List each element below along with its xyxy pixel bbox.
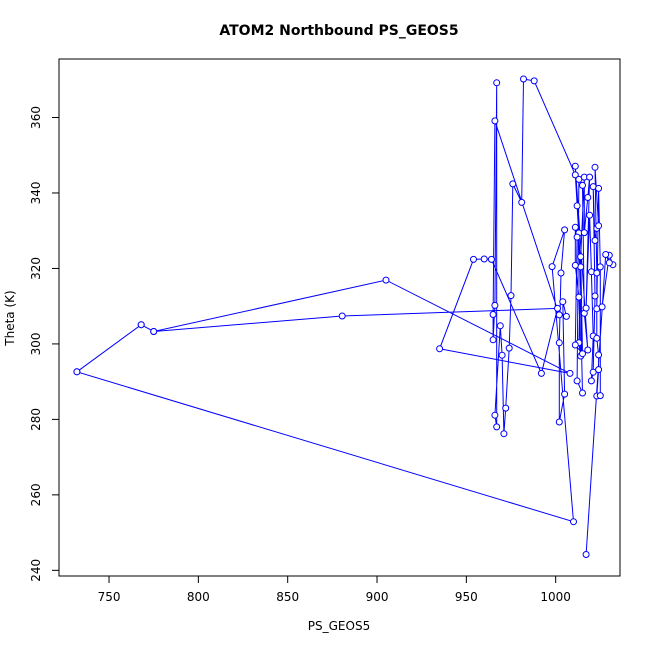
data-point bbox=[595, 184, 603, 192]
data-point bbox=[593, 334, 601, 342]
data-point bbox=[586, 173, 594, 181]
data-point bbox=[537, 369, 545, 377]
data-point bbox=[561, 226, 569, 234]
data-point bbox=[502, 404, 510, 412]
data-point bbox=[520, 75, 527, 83]
x-axis-label: PS_GEOS5 bbox=[308, 619, 370, 633]
data-point bbox=[595, 366, 603, 374]
y-tick-label: 320 bbox=[29, 257, 43, 280]
data-point bbox=[605, 259, 613, 267]
x-tick-label: 900 bbox=[366, 590, 389, 604]
data-point bbox=[591, 292, 599, 300]
x-tick-label: 750 bbox=[98, 590, 121, 604]
data-point bbox=[500, 430, 508, 438]
data-point bbox=[518, 198, 526, 206]
data-point bbox=[573, 202, 581, 210]
data-point bbox=[555, 339, 563, 347]
data-point bbox=[489, 336, 497, 344]
data-point bbox=[559, 298, 567, 306]
data-point bbox=[487, 255, 495, 263]
data-point bbox=[571, 341, 579, 349]
data-point bbox=[595, 222, 603, 230]
data-point bbox=[571, 171, 579, 179]
data-point bbox=[338, 312, 346, 320]
data-point bbox=[587, 377, 595, 385]
data-point bbox=[382, 276, 390, 284]
data-point bbox=[73, 368, 81, 376]
data-point bbox=[566, 369, 574, 377]
data-point bbox=[509, 180, 517, 188]
data-point bbox=[570, 518, 577, 526]
data-point bbox=[598, 303, 606, 311]
data-point bbox=[591, 163, 599, 171]
data-point bbox=[575, 293, 583, 301]
data-point bbox=[150, 328, 158, 335]
data-point bbox=[596, 263, 604, 271]
data-point bbox=[596, 392, 604, 400]
data-point bbox=[579, 389, 586, 397]
data-point bbox=[571, 162, 579, 170]
data-point bbox=[530, 77, 538, 85]
data-point bbox=[491, 301, 499, 309]
data-point bbox=[498, 351, 506, 359]
data-point bbox=[589, 368, 597, 376]
x-tick-label: 800 bbox=[187, 590, 210, 604]
data-point bbox=[571, 223, 579, 231]
x-tick-label: 850 bbox=[276, 590, 299, 604]
y-axis-label: Theta (K) bbox=[3, 290, 17, 346]
data-point bbox=[586, 211, 594, 219]
y-axis: 240 260 280 300 320 340 360 bbox=[29, 106, 60, 582]
y-tick-label: 240 bbox=[29, 559, 43, 582]
data-point bbox=[489, 311, 497, 318]
data-point bbox=[480, 255, 488, 263]
data-point bbox=[507, 292, 515, 300]
x-tick-label: 950 bbox=[455, 590, 478, 604]
y-tick-label: 360 bbox=[29, 106, 43, 129]
data-point bbox=[584, 194, 592, 201]
data-point bbox=[555, 311, 563, 319]
data-point bbox=[579, 350, 586, 358]
data-point bbox=[505, 344, 513, 352]
data-point bbox=[573, 377, 581, 385]
data-point bbox=[577, 253, 585, 261]
data-point bbox=[493, 79, 501, 87]
data-point bbox=[491, 411, 499, 419]
data-point bbox=[548, 263, 556, 271]
data-point bbox=[595, 351, 603, 359]
series-points-group bbox=[73, 75, 617, 558]
data-point bbox=[555, 418, 563, 426]
data-point bbox=[557, 269, 565, 277]
data-point bbox=[593, 269, 601, 277]
data-point bbox=[137, 321, 145, 329]
data-point bbox=[582, 304, 590, 312]
data-point bbox=[491, 117, 499, 125]
data-point bbox=[436, 345, 444, 353]
y-tick-label: 340 bbox=[29, 182, 43, 205]
data-point bbox=[493, 423, 501, 431]
data-point bbox=[561, 390, 569, 398]
x-tick-label: 1000 bbox=[540, 590, 571, 604]
y-tick-label: 300 bbox=[29, 332, 43, 355]
data-point bbox=[591, 237, 599, 244]
data-point bbox=[470, 255, 477, 263]
chart-title: ATOM2 Northbound PS_GEOS5 bbox=[219, 23, 458, 39]
x-axis: 750 800 850 900 950 1000 bbox=[98, 575, 571, 604]
data-point bbox=[573, 233, 581, 241]
data-point bbox=[579, 181, 586, 189]
data-point bbox=[584, 346, 592, 354]
data-point bbox=[496, 322, 504, 330]
data-point bbox=[580, 229, 588, 237]
y-tick-label: 260 bbox=[29, 483, 43, 506]
y-tick-label: 280 bbox=[29, 408, 43, 431]
data-point bbox=[602, 251, 610, 258]
data-point bbox=[582, 551, 590, 558]
data-point bbox=[554, 304, 561, 312]
data-point bbox=[571, 261, 579, 269]
data-point bbox=[562, 312, 570, 320]
